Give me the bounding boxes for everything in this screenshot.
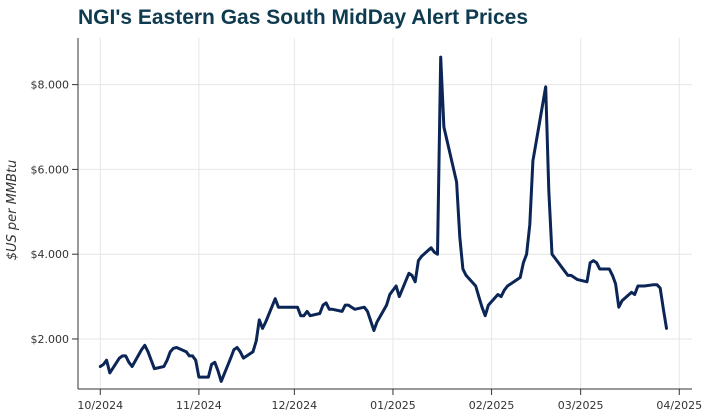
y-axis-title: $US per MMBtu: [5, 160, 20, 261]
axes: 10/2024 11/2024 12/2024 01/2025 02/2025 03/20…: [31, 38, 702, 412]
grid: [78, 38, 692, 389]
y-tick-label: $6.000: [31, 163, 70, 176]
x-tick-label: 04/2025: [656, 399, 702, 412]
y-tick-label: $4.000: [31, 248, 70, 261]
x-tick-label: 12/2024: [271, 399, 317, 412]
series-layer: [98, 55, 668, 383]
x-tick-label: 11/2024: [176, 399, 222, 412]
x-tick-label: 01/2025: [370, 399, 416, 412]
y-tick-label: $8.000: [31, 79, 70, 92]
y-tick-label: $2.000: [31, 333, 70, 346]
x-tick-label: 02/2025: [469, 399, 515, 412]
x-tick-label: 10/2024: [77, 399, 123, 412]
chart-title: NGI's Eastern Gas South MidDay Alert Pri…: [78, 6, 529, 29]
series-line: [98, 55, 668, 383]
x-tick-label: 03/2025: [558, 399, 604, 412]
